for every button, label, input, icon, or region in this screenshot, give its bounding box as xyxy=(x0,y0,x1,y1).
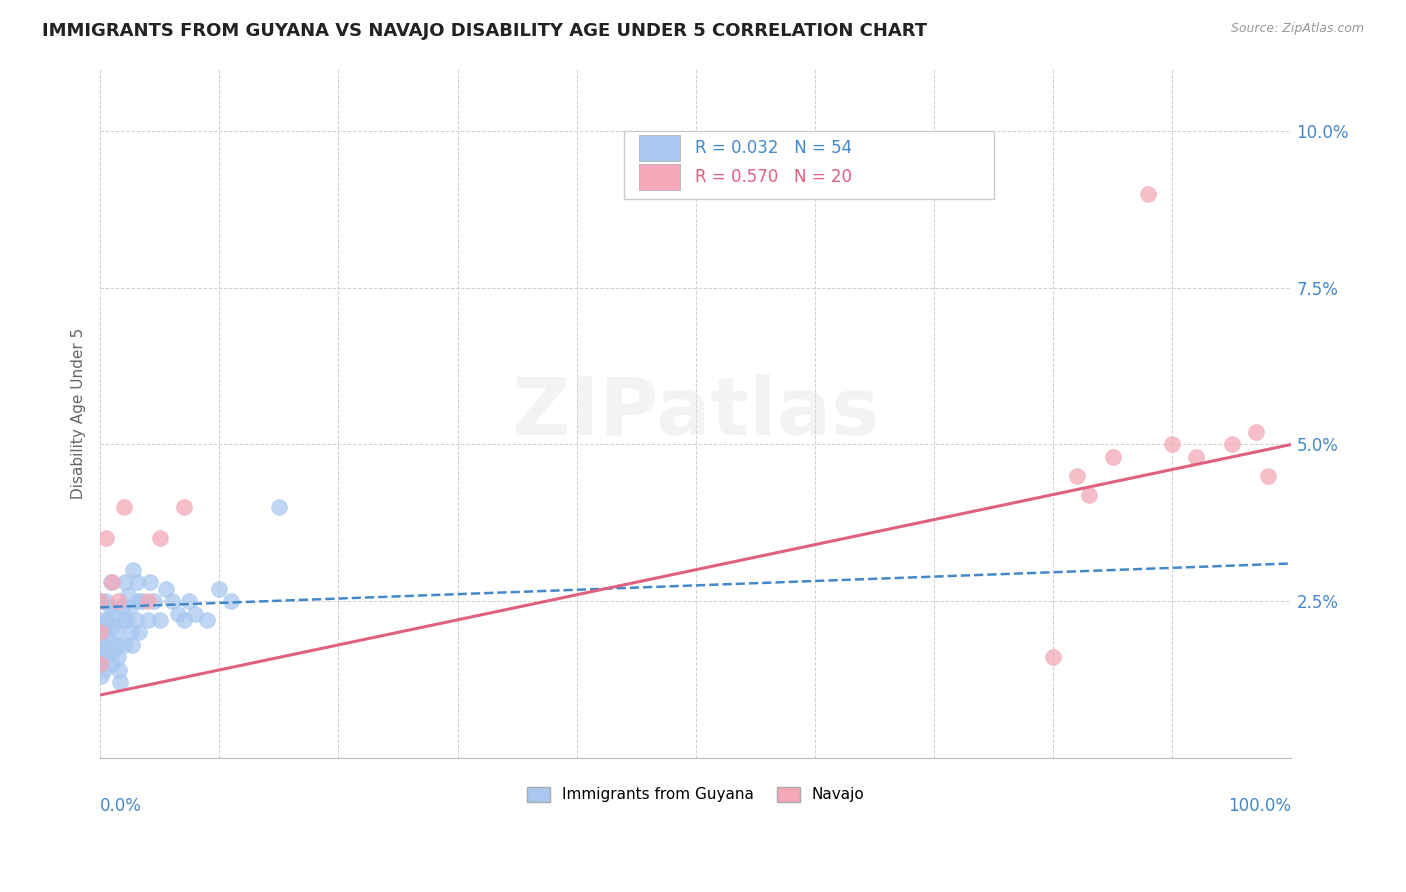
Point xyxy=(1185,450,1208,464)
Point xyxy=(1220,437,1243,451)
Point xyxy=(94,650,117,665)
Point xyxy=(101,657,124,671)
Point xyxy=(173,613,195,627)
Point xyxy=(91,650,114,665)
Point xyxy=(101,619,124,633)
Point xyxy=(184,607,207,621)
Point xyxy=(114,575,136,590)
Point xyxy=(195,613,218,627)
Point xyxy=(121,638,143,652)
Point xyxy=(166,607,188,621)
Point xyxy=(103,644,125,658)
Legend: Immigrants from Guyana, Navajo: Immigrants from Guyana, Navajo xyxy=(520,780,870,809)
Point xyxy=(160,594,183,608)
Point xyxy=(208,582,231,596)
Point xyxy=(155,582,177,596)
Point xyxy=(110,675,132,690)
Point xyxy=(142,594,165,608)
Point xyxy=(107,594,129,608)
Point xyxy=(149,613,172,627)
Point xyxy=(96,613,118,627)
Point xyxy=(1244,425,1267,439)
Point xyxy=(89,613,111,627)
Point xyxy=(115,613,138,627)
Text: ZIPatlas: ZIPatlas xyxy=(512,374,880,452)
Point xyxy=(105,638,128,652)
Point xyxy=(90,657,112,671)
Point xyxy=(125,613,148,627)
Point xyxy=(94,532,117,546)
Point xyxy=(139,575,162,590)
Point xyxy=(1077,487,1099,501)
Point xyxy=(107,650,129,665)
Point xyxy=(104,625,127,640)
Point xyxy=(179,594,201,608)
Point xyxy=(110,600,132,615)
Text: 100.0%: 100.0% xyxy=(1229,797,1292,814)
Point xyxy=(1257,468,1279,483)
Bar xyxy=(638,164,681,191)
Point xyxy=(1066,468,1088,483)
Point xyxy=(149,532,172,546)
Point xyxy=(101,575,124,590)
Point xyxy=(91,625,114,640)
Point xyxy=(219,594,242,608)
Point xyxy=(1101,450,1123,464)
Point xyxy=(93,638,115,652)
Point xyxy=(128,625,150,640)
Point xyxy=(90,669,112,683)
Point xyxy=(98,600,121,615)
Bar xyxy=(638,135,681,161)
Point xyxy=(120,625,142,640)
Text: IMMIGRANTS FROM GUYANA VS NAVAJO DISABILITY AGE UNDER 5 CORRELATION CHART: IMMIGRANTS FROM GUYANA VS NAVAJO DISABIL… xyxy=(42,22,928,40)
Point xyxy=(267,500,290,514)
Point xyxy=(1042,650,1064,665)
Point xyxy=(131,594,153,608)
Point xyxy=(136,613,159,627)
Point xyxy=(89,594,111,608)
Point xyxy=(173,500,195,514)
Point xyxy=(100,575,122,590)
FancyBboxPatch shape xyxy=(624,130,994,200)
Point xyxy=(97,632,120,646)
Point xyxy=(127,594,149,608)
Point xyxy=(117,588,139,602)
Text: R = 0.570   N = 20: R = 0.570 N = 20 xyxy=(695,169,852,186)
Point xyxy=(112,638,135,652)
Point xyxy=(108,663,131,677)
Point xyxy=(125,575,148,590)
Point xyxy=(94,594,117,608)
Y-axis label: Disability Age Under 5: Disability Age Under 5 xyxy=(72,327,86,499)
Point xyxy=(89,638,111,652)
Text: 0.0%: 0.0% xyxy=(100,797,142,814)
Point xyxy=(122,563,145,577)
Text: R = 0.032   N = 54: R = 0.032 N = 54 xyxy=(695,139,852,157)
Point xyxy=(89,657,111,671)
Point xyxy=(103,607,125,621)
Point xyxy=(112,500,135,514)
Point xyxy=(89,594,111,608)
Point xyxy=(111,613,134,627)
Point xyxy=(89,625,111,640)
Point xyxy=(136,594,159,608)
Point xyxy=(118,600,141,615)
Point xyxy=(93,663,115,677)
Point xyxy=(94,619,117,633)
Point xyxy=(1137,186,1160,201)
Point xyxy=(1161,437,1184,451)
Text: Source: ZipAtlas.com: Source: ZipAtlas.com xyxy=(1230,22,1364,36)
